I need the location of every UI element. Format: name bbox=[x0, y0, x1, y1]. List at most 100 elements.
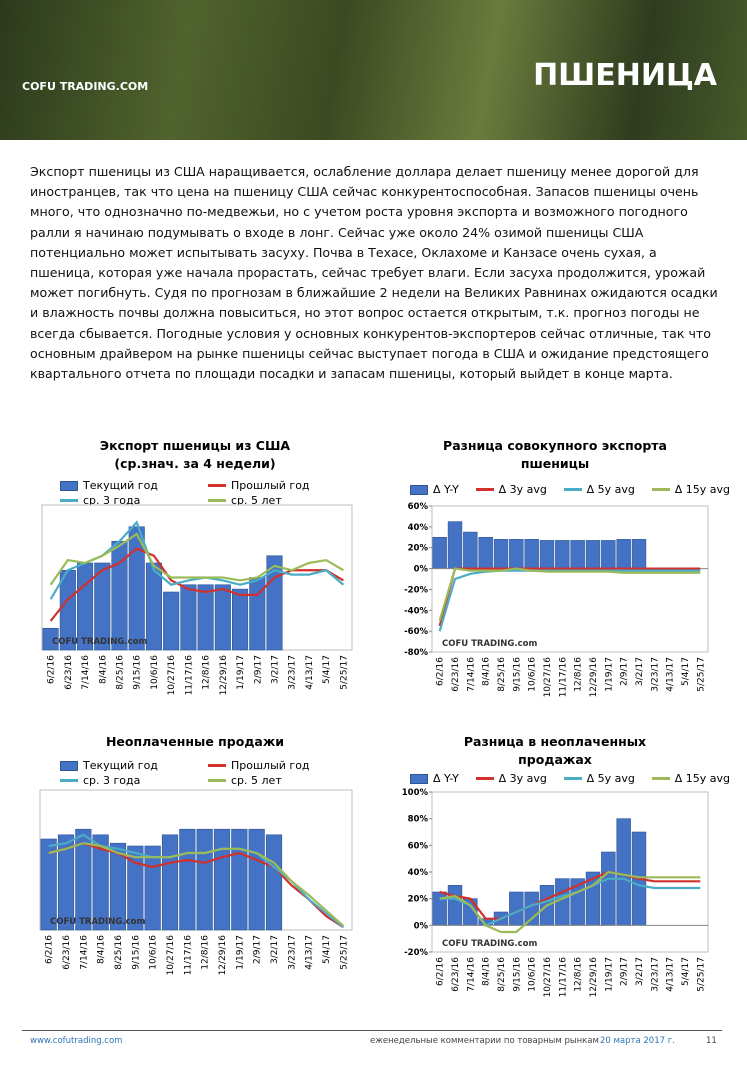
x-tick-label: 2/9/17 bbox=[253, 935, 263, 964]
x-tick-label: 5/25/17 bbox=[696, 957, 706, 992]
x-tick-label: 3/2/17 bbox=[271, 655, 281, 684]
x-tick-label: 2/9/17 bbox=[620, 657, 630, 686]
line-series bbox=[49, 532, 344, 586]
legend-label: Δ 15y avg bbox=[674, 483, 730, 496]
legend-swatch bbox=[651, 777, 670, 780]
bar bbox=[524, 891, 539, 926]
legend-item: Δ 5y avg bbox=[563, 771, 635, 786]
legend-label: Δ 3y avg bbox=[498, 483, 547, 496]
bar bbox=[40, 838, 57, 931]
x-tick-label: 7/14/16 bbox=[81, 655, 91, 690]
bar bbox=[616, 818, 631, 926]
line-series bbox=[438, 567, 701, 622]
legend-item: Δ 3y avg bbox=[475, 482, 547, 497]
watermark: COFU TRADING.com bbox=[52, 637, 147, 647]
x-tick-label: 6/2/16 bbox=[47, 655, 57, 684]
legend: Δ Y-Y Δ 3y avg Δ 5y avg Δ 15y avg bbox=[410, 771, 730, 786]
bar bbox=[631, 539, 647, 569]
chart: -20% 0% 20% 40% 60% 80% 100% 6/2/16 6/23/16 7/14/… bbox=[402, 788, 709, 998]
legend-swatch bbox=[208, 764, 226, 767]
legend-swatch bbox=[475, 488, 494, 491]
x-tick-label: 4/13/17 bbox=[666, 657, 676, 692]
x-tick-label: 10/27/16 bbox=[543, 957, 553, 998]
bar bbox=[109, 842, 127, 931]
bar bbox=[585, 540, 601, 569]
y-tick-label: -60% bbox=[404, 627, 428, 637]
x-tick-label: 1/19/17 bbox=[235, 935, 245, 970]
legend-swatch bbox=[563, 488, 582, 491]
bar bbox=[128, 526, 145, 651]
bar bbox=[524, 539, 539, 569]
x-tick-label: 6/23/16 bbox=[64, 655, 74, 690]
x-tick-label: 5/25/17 bbox=[339, 935, 349, 970]
bar bbox=[57, 834, 75, 931]
bar bbox=[509, 891, 524, 926]
x-tick-label: 6/2/16 bbox=[45, 935, 55, 964]
legend-swatch bbox=[60, 499, 78, 502]
x-tick-label: 5/4/17 bbox=[322, 935, 332, 964]
x-tick-label: 10/6/16 bbox=[528, 657, 538, 692]
x-tick-label: 10/6/16 bbox=[149, 935, 159, 970]
x-tick-label: 5/4/17 bbox=[322, 655, 332, 684]
footer-caption: еженедельные комментарии по товарным рын… bbox=[370, 1036, 599, 1046]
legend-item: Прошлый год bbox=[208, 758, 356, 773]
chart-title: Неоплаченные продажи bbox=[105, 734, 285, 749]
legend-item: Текущий год bbox=[60, 478, 208, 493]
x-tick-label: 12/29/16 bbox=[218, 935, 228, 976]
x-tick-label: 8/4/16 bbox=[482, 657, 492, 686]
x-tick-label: 4/13/17 bbox=[305, 655, 315, 690]
legend: Текущий год Прошлый год ср. 3 года ср. 5 ле… bbox=[60, 758, 360, 788]
plot-area bbox=[431, 791, 709, 953]
x-tick-label: 12/29/16 bbox=[589, 957, 599, 998]
legend-item: ср. 5 лет bbox=[208, 773, 356, 788]
bar bbox=[214, 584, 231, 651]
line-series bbox=[48, 842, 344, 929]
bar bbox=[92, 834, 109, 931]
legend-swatch bbox=[60, 480, 78, 491]
y-tick-label: -40% bbox=[404, 606, 428, 616]
x-tick-label: 3/23/17 bbox=[288, 655, 298, 690]
y-tick-label: 0% bbox=[414, 565, 429, 575]
legend-swatch bbox=[563, 777, 582, 780]
legend-label: Δ Y-Y bbox=[433, 483, 459, 496]
watermark: COFU TRADING.com bbox=[50, 917, 145, 927]
bar bbox=[248, 828, 265, 931]
legend-label: Δ 5y avg bbox=[586, 772, 635, 785]
legend-item: Δ 3y avg bbox=[475, 771, 547, 786]
legend-label: Текущий год bbox=[83, 759, 158, 772]
x-tick-label: 4/13/17 bbox=[305, 935, 315, 970]
legend-swatch bbox=[475, 777, 494, 780]
bar bbox=[570, 540, 585, 569]
legend-label: Δ 15y avg bbox=[674, 772, 730, 785]
legend-label: Δ 5y avg bbox=[586, 483, 635, 496]
x-tick-label: 12/29/16 bbox=[219, 655, 229, 696]
x-tick-label: 11/17/16 bbox=[183, 935, 193, 976]
page-number: 11 bbox=[706, 1036, 717, 1046]
legend-swatch bbox=[208, 499, 226, 502]
x-tick-label: 4/13/17 bbox=[666, 957, 676, 992]
bar bbox=[231, 828, 248, 931]
y-tick-label: -80% bbox=[404, 648, 428, 658]
bar bbox=[213, 828, 231, 931]
bar bbox=[432, 536, 447, 569]
chart-title: Разница совокупного экспорта пшеницы bbox=[443, 438, 667, 471]
watermark: COFU TRADING.com bbox=[442, 639, 537, 649]
bar bbox=[161, 834, 179, 931]
chart-title: Разница в неоплаченных продажах bbox=[463, 734, 647, 767]
x-tick-label: 8/25/16 bbox=[114, 935, 124, 970]
legend-item: ср. 3 года bbox=[60, 773, 208, 788]
legend-swatch bbox=[208, 779, 226, 782]
x-tick-label: 12/29/16 bbox=[589, 657, 599, 698]
bar bbox=[265, 834, 283, 931]
body-text: Экспорт пшеницы из США наращивается, осл… bbox=[30, 164, 718, 382]
x-tick-label: 6/2/16 bbox=[436, 957, 446, 986]
bar bbox=[232, 588, 249, 651]
y-tick-label: -20% bbox=[404, 585, 428, 595]
bar bbox=[163, 591, 180, 651]
x-tick-label: 3/2/17 bbox=[270, 935, 280, 964]
y-tick-label: 40% bbox=[408, 523, 429, 533]
chart: 6/2/16 6/23/16 7/14/16 8/4/16 8/25/16 9/15/16… bbox=[39, 789, 353, 976]
footer-date: 20 марта 2017 г. bbox=[600, 1036, 675, 1046]
legend-swatch bbox=[208, 484, 226, 487]
x-tick-label: 9/15/16 bbox=[133, 655, 143, 690]
